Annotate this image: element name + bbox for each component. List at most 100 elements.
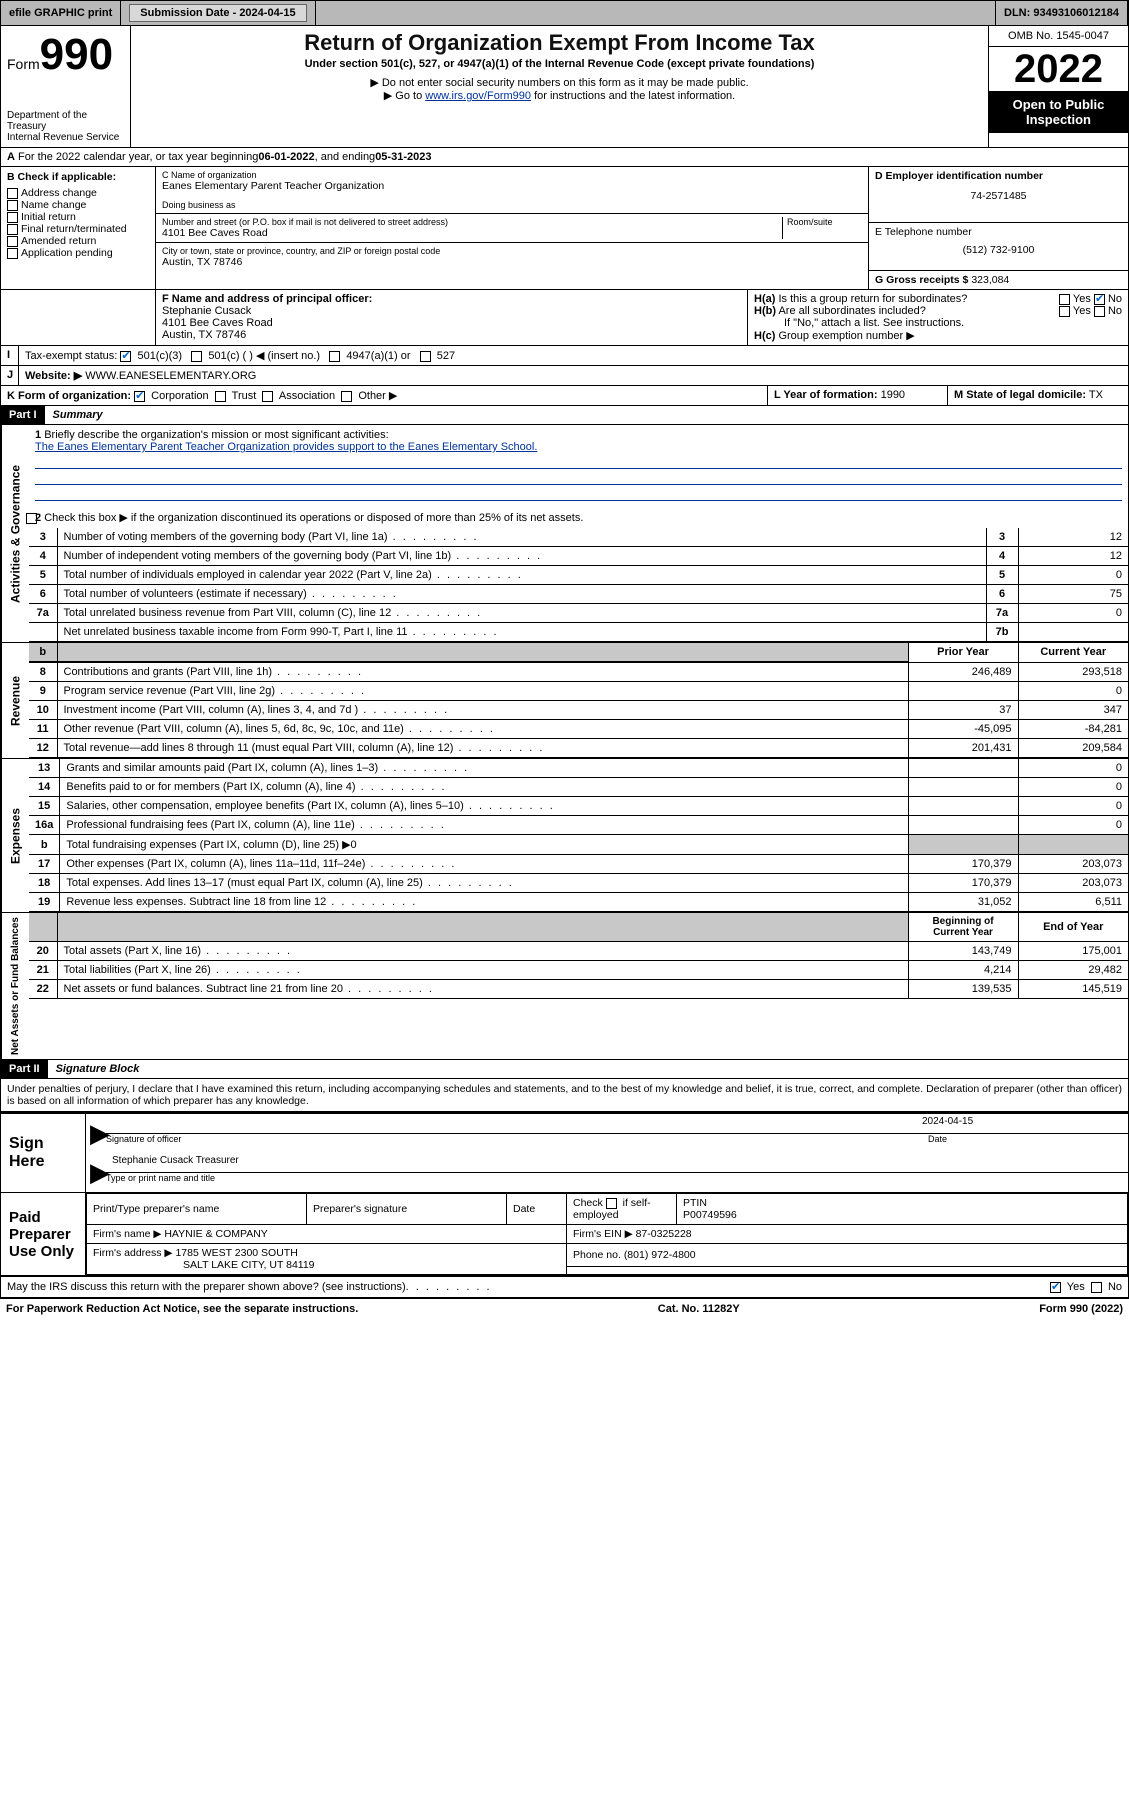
chk-assoc[interactable]: [262, 391, 273, 402]
firm-ein: 87-0325228: [636, 1228, 692, 1240]
officer-city: Austin, TX 78746: [162, 329, 246, 341]
phone-label: E Telephone number: [875, 226, 972, 238]
part1-header: Part ISummary: [0, 406, 1129, 425]
net-assets-table: Beginning of Current YearEnd of Year20To…: [29, 913, 1128, 999]
state-domicile: TX: [1089, 389, 1103, 401]
chk-address[interactable]: [7, 188, 18, 199]
dln-label: DLN: 93493106012184: [996, 1, 1128, 25]
chk-final[interactable]: [7, 224, 18, 235]
line-i: I Tax-exempt status: 501(c)(3) 501(c) ( …: [0, 346, 1129, 366]
line-a: A For the 2022 calendar year, or tax yea…: [0, 148, 1129, 167]
box-b: B Check if applicable: Address change Na…: [1, 167, 156, 289]
c-name-label: C Name of organization: [162, 170, 862, 180]
hb-no[interactable]: [1094, 306, 1105, 317]
section-fh: F Name and address of principal officer:…: [0, 290, 1129, 346]
section-bcde: B Check if applicable: Address change Na…: [0, 167, 1129, 290]
chk-501c[interactable]: [191, 351, 202, 362]
dba-label: Doing business as: [162, 200, 862, 210]
sig-officer-label: Signature of officer: [106, 1134, 928, 1144]
box-de: D Employer identification number 74-2571…: [868, 167, 1128, 289]
paid-preparer-table: Print/Type preparer's name Preparer's si…: [86, 1193, 1128, 1275]
city-label: City or town, state or province, country…: [162, 246, 862, 256]
signature-block: Sign Here ▶ 2024-04-15 Signature of offi…: [0, 1112, 1129, 1277]
irs-label: Internal Revenue Service: [7, 132, 124, 143]
chk-initial[interactable]: [7, 212, 18, 223]
ein-value: 74-2571485: [875, 190, 1122, 202]
sign-here-label: Sign Here: [1, 1114, 86, 1192]
chk-501c3[interactable]: [120, 351, 131, 362]
chk-527[interactable]: [420, 351, 431, 362]
mission-text[interactable]: The Eanes Elementary Parent Teacher Orga…: [35, 441, 537, 453]
part2-header: Part IISignature Block: [0, 1060, 1129, 1079]
gross-value: 323,084: [971, 274, 1009, 286]
submission-date: Submission Date - 2024-04-15: [121, 1, 315, 25]
revenue-table: bPrior YearCurrent Year8Contributions an…: [29, 643, 1128, 758]
ha-label: Is this a group return for subordinates?: [778, 293, 967, 305]
ptin-value: P00749596: [683, 1209, 737, 1221]
line-j: J Website: ▶ WWW.EANESELEMENTARY.ORG: [0, 366, 1129, 386]
officer-street: 4101 Bee Caves Road: [162, 317, 273, 329]
year-formation: 1990: [881, 389, 905, 401]
dept-label: Department of the Treasury: [7, 110, 124, 132]
sign-date: 2024-04-15: [922, 1116, 1122, 1131]
gross-label: G Gross receipts $: [875, 274, 968, 286]
may-yes[interactable]: [1050, 1282, 1061, 1293]
note-ssn: ▶ Do not enter social security numbers o…: [139, 76, 980, 89]
may-discuss: May the IRS discuss this return with the…: [0, 1277, 1129, 1298]
chk-amended[interactable]: [7, 236, 18, 247]
form-header: Form990 Department of the Treasury Inter…: [0, 26, 1129, 148]
city: Austin, TX 78746: [162, 256, 862, 268]
chk-trust[interactable]: [215, 391, 226, 402]
chk-self-employed[interactable]: [606, 1198, 617, 1209]
form-number: Form990: [7, 30, 124, 80]
street-label: Number and street (or P.O. box if mail i…: [162, 217, 782, 227]
printed-name-label: Type or print name and title: [106, 1173, 1128, 1183]
net-side-label: Net Assets or Fund Balances: [1, 913, 29, 1059]
hb-label: Are all subordinates included?: [778, 305, 925, 317]
ha-yes[interactable]: [1059, 294, 1070, 305]
line-klm: K Form of organization: Corporation Trus…: [0, 386, 1129, 406]
firm-name: HAYNIE & COMPANY: [164, 1228, 267, 1240]
penalties-text: Under penalties of perjury, I declare th…: [0, 1079, 1129, 1112]
irs-link[interactable]: www.irs.gov/Form990: [425, 90, 531, 102]
footer-cat: Cat. No. 11282Y: [658, 1303, 740, 1315]
preparer-sig-hdr: Preparer's signature: [307, 1194, 507, 1225]
tax-year: 2022: [989, 47, 1128, 91]
preparer-date-hdr: Date: [507, 1194, 567, 1225]
revenue-section: Revenue bPrior YearCurrent Year8Contribu…: [0, 643, 1129, 759]
gov-side-label: Activities & Governance: [1, 425, 29, 642]
hb-yes[interactable]: [1059, 306, 1070, 317]
footer-right: Form 990 (2022): [1039, 1303, 1123, 1315]
rev-side-label: Revenue: [1, 643, 29, 758]
net-assets-section: Net Assets or Fund Balances Beginning of…: [0, 913, 1129, 1060]
governance-table: 3Number of voting members of the governi…: [29, 528, 1128, 642]
top-bar: efile GRAPHIC print Submission Date - 20…: [0, 0, 1129, 26]
firm-phone: (801) 972-4800: [624, 1249, 696, 1261]
date-label: Date: [928, 1134, 1128, 1144]
chk-discontinued[interactable]: [26, 513, 37, 524]
phone-value: (512) 732-9100: [875, 244, 1122, 256]
form-subtitle: Under section 501(c), 527, or 4947(a)(1)…: [139, 58, 980, 70]
may-no[interactable]: [1091, 1282, 1102, 1293]
chk-pending[interactable]: [7, 248, 18, 259]
governance-section: Activities & Governance 1 Briefly descri…: [0, 425, 1129, 643]
officer-name: Stephanie Cusack: [162, 305, 251, 317]
page-footer: For Paperwork Reduction Act Notice, see …: [0, 1298, 1129, 1319]
ha-no[interactable]: [1094, 294, 1105, 305]
chk-corp[interactable]: [134, 391, 145, 402]
preparer-name-hdr: Print/Type preparer's name: [87, 1194, 307, 1225]
expenses-section: Expenses 13Grants and similar amounts pa…: [0, 759, 1129, 913]
firm-addr2: SALT LAKE CITY, UT 84119: [93, 1259, 315, 1271]
website-value: WWW.EANESELEMENTARY.ORG: [85, 370, 256, 382]
footer-left: For Paperwork Reduction Act Notice, see …: [6, 1303, 358, 1315]
org-name: Eanes Elementary Parent Teacher Organiza…: [162, 180, 862, 192]
firm-addr1: 1785 WEST 2300 SOUTH: [175, 1247, 297, 1259]
note-link: ▶ Go to www.irs.gov/Form990 for instruct…: [139, 89, 980, 102]
hb-note: If "No," attach a list. See instructions…: [754, 317, 1122, 329]
chk-other[interactable]: [341, 391, 352, 402]
exp-side-label: Expenses: [1, 759, 29, 912]
chk-4947[interactable]: [329, 351, 340, 362]
chk-name[interactable]: [7, 200, 18, 211]
ein-label: D Employer identification number: [875, 170, 1043, 182]
paid-preparer-label: Paid Preparer Use Only: [1, 1193, 86, 1275]
